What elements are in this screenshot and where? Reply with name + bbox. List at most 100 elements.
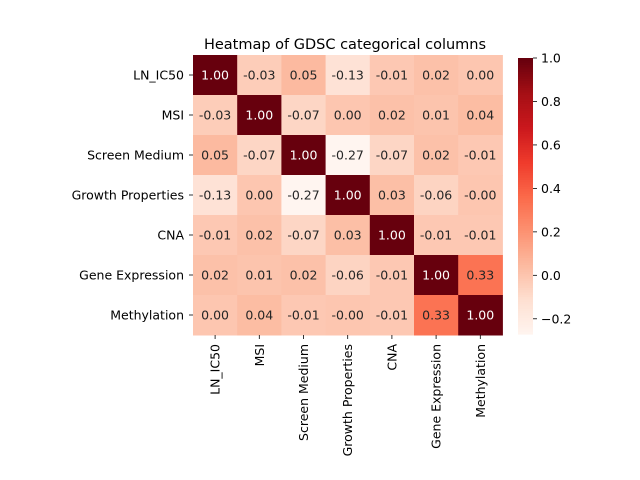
colorbar-segment [518,168,533,172]
colorbar-segment [518,193,533,197]
heatmap-cell [237,95,282,136]
colorbar-segment [518,78,533,82]
x-tick-label: Gene Expression [429,344,444,449]
cell-value-label: -0.03 [243,68,275,83]
colorbar-segment [518,262,533,266]
colorbar-segment [518,133,533,137]
heatmap-cell [325,215,371,256]
colorbar-segment [518,271,533,275]
y-tick-label: LN_IC50 [133,68,184,83]
colorbar-segment [518,281,533,284]
colorbar-segment [518,186,533,190]
colorbar-tick-label: 0.2 [541,224,561,239]
cell-value-label: -0.01 [420,228,452,243]
colorbar-segment [518,313,533,317]
cell-value-label: 0.01 [245,268,273,283]
colorbar-segment [518,189,533,192]
colorbar-segment [518,290,533,294]
heatmap-cell [458,215,503,256]
cell-value-label: -0.00 [464,188,496,203]
colorbar-segment [518,166,533,169]
colorbar-segment [518,127,533,130]
colorbar-segment [518,329,533,333]
colorbar-segment [518,76,533,80]
colorbar-segment [518,140,533,144]
colorbar-segment [518,306,533,310]
heatmap-cell [193,295,238,336]
heatmap-cell [458,55,503,96]
heatmap-cell [237,295,282,336]
heatmap-cell [458,255,503,296]
heatmap-cell [325,55,371,96]
heatmap-cell [281,295,327,336]
colorbar-segment [518,230,533,234]
cell-value-label: 0.05 [201,148,229,163]
colorbar-segment [518,198,533,202]
colorbar-segment [518,292,533,296]
heatmap-cell [414,175,459,216]
colorbar-segment [518,327,533,330]
colorbar-segment [518,294,533,298]
heatmap-cell [414,215,459,256]
colorbar-segment [518,143,533,146]
colorbar-segment [518,115,533,119]
cell-value-label: 1.00 [422,268,450,283]
cell-value-label: 0.03 [334,228,362,243]
colorbar-segment [518,60,533,64]
heatmap-cell [237,135,282,176]
colorbar-segment [518,212,533,215]
colorbar-segment [518,315,533,319]
colorbar-segment [518,205,533,209]
cell-value-label: -0.07 [243,148,275,163]
colorbar-segment [518,175,533,179]
colorbar-segment [518,288,533,291]
colorbar-segment [518,276,533,280]
colorbar-segment [518,209,533,213]
colorbar-segment [518,239,533,243]
heatmap-cell [414,255,459,296]
colorbar-segment [518,228,533,232]
colorbar-segment [518,104,533,107]
cell-value-label: 0.00 [245,188,273,203]
cell-value-label: 0.04 [245,308,273,323]
colorbar-segment [518,301,533,305]
heatmap-cell [237,215,282,256]
x-tick-label: LN_IC50 [208,344,223,395]
colorbar-segment [518,108,533,112]
colorbar-segment [518,81,533,84]
cell-value-label: -0.01 [287,308,319,323]
colorbar-segment [518,97,533,100]
cell-value-label: -0.07 [376,148,408,163]
cell-value-label: 1.00 [290,148,318,163]
colorbar-segment [518,274,533,278]
y-axis: LN_IC50 MSI Screen Medium Growth Properties… [72,68,193,323]
colorbar-segment [518,87,533,91]
colorbar-segment [518,184,533,188]
colorbar-segment [518,69,533,73]
chart-title: Heatmap of GDSC categorical columns [204,37,486,53]
y-tick-label: Growth Properties [72,188,184,203]
colorbar-tick-label: −0.2 [541,311,571,326]
colorbar-segment [518,331,533,335]
colorbar-segment [518,304,533,307]
x-tick-label: CNA [384,344,399,371]
heatmap-cell [325,255,371,296]
heatmap-cell [458,135,503,176]
cell-value-label: 0.04 [466,108,494,123]
cell-value-label: -0.07 [287,108,319,123]
heatmap-cell [369,55,415,96]
colorbar-tick-label: 0.8 [541,94,561,109]
colorbar-segment [518,71,533,75]
colorbar-segment [518,244,533,248]
cell-value-label: 1.00 [378,228,406,243]
colorbar-segment [518,214,533,218]
heatmap-cells: 1.00 -0.03 0.05 -0.13 -0.01 0.02 0.00 -0.03 1.00… [193,55,503,336]
colorbar-segment [518,308,533,312]
cell-value-label: 0.05 [290,68,318,83]
colorbar-segment [518,311,533,314]
heatmap-cell [325,95,371,136]
colorbar-segment [518,117,533,121]
colorbar-segment [518,67,533,71]
colorbar-segment [518,248,533,252]
cell-value-label: -0.00 [332,308,364,323]
